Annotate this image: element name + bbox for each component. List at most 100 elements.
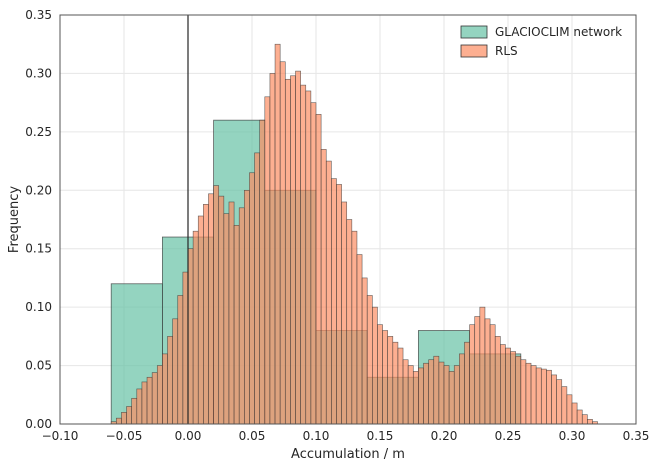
rls-bar (167, 336, 173, 425)
x-axis-ticks: −0.10 −0.05 0.00 0.05 0.10 0.15 0.20 0.25 0.30 0.… (42, 429, 650, 443)
rls-bar (372, 306, 378, 425)
rls-bar (479, 306, 486, 425)
x-tick-label: 0.10 (303, 429, 330, 443)
rls-bar (453, 365, 460, 425)
legend-label-glacioclim: GLACIOCLIM network (495, 25, 622, 39)
rls-bar (412, 371, 419, 425)
rls-bar (274, 43, 281, 425)
rls-bar (351, 230, 358, 425)
rls-bar (223, 213, 230, 425)
rls-bar (428, 359, 435, 425)
rls-bar (320, 149, 327, 425)
rls-bar (566, 394, 573, 425)
rls-bar (341, 201, 348, 425)
legend-swatch-glacioclim (460, 25, 488, 39)
rls-bar (305, 90, 312, 425)
rls-bar (300, 84, 307, 425)
x-tick-label: −0.05 (106, 429, 143, 443)
rls-bar (387, 336, 394, 425)
rls-bar (218, 195, 225, 425)
rls-bar (382, 330, 388, 425)
legend: GLACIOCLIM network RLS (460, 25, 622, 58)
rls-bar (346, 219, 353, 425)
rls-bar (474, 316, 481, 425)
rls-bar (443, 365, 450, 425)
rls-bar (331, 178, 337, 425)
x-tick-label: 0.20 (431, 429, 458, 443)
rls-bar (182, 271, 189, 425)
rls-bar (187, 248, 194, 425)
x-tick-label: 0.00 (175, 429, 202, 443)
plot-area (59, 14, 637, 425)
y-axis-label: Frequency (7, 186, 22, 253)
rls-bar (469, 324, 476, 425)
rls-bar (392, 341, 399, 425)
rls-bar (228, 201, 235, 425)
plot-frame (59, 14, 637, 425)
rls-bar (259, 119, 266, 425)
rls-bar (279, 61, 286, 425)
rls-bar (356, 254, 363, 425)
rls-bar (295, 70, 301, 425)
legend-label-rls: RLS (495, 44, 518, 58)
rls-bar (377, 324, 383, 425)
rls-bars (110, 43, 598, 425)
rls-bar (116, 417, 122, 425)
rls-bar (197, 215, 204, 425)
x-tick-label: −0.10 (42, 429, 79, 443)
x-tick-label: 0.35 (623, 429, 650, 443)
rls-bar (366, 295, 373, 425)
rls-bar (438, 361, 445, 425)
rls-bar (459, 353, 465, 425)
rls-bar (556, 379, 563, 425)
rls-bar (213, 185, 220, 425)
rls-bar (535, 367, 542, 425)
y-tick-label: 0.00 (25, 417, 52, 431)
rls-bar (162, 353, 168, 425)
rls-bar (361, 277, 368, 425)
rls-bar (121, 412, 127, 425)
rls-bar (244, 189, 250, 425)
rls-bar (177, 295, 184, 425)
rls-bar (208, 193, 214, 425)
rls-bar (418, 367, 424, 425)
y-tick-label: 0.15 (25, 242, 52, 256)
x-tick-label: 0.15 (367, 429, 394, 443)
rls-bar (336, 184, 342, 425)
rls-bar (146, 376, 153, 425)
rls-bar (505, 347, 511, 425)
rls-bar (571, 402, 578, 425)
rls-bar (407, 365, 414, 425)
y-tick-label: 0.20 (25, 183, 52, 197)
rls-bar (494, 336, 501, 425)
rls-bar (136, 388, 143, 425)
rls-bar (540, 368, 547, 425)
rls-bar (315, 114, 322, 425)
y-tick-label: 0.10 (25, 300, 52, 314)
rls-bar (520, 359, 527, 425)
rls-bar (561, 386, 568, 425)
rls-bar (489, 324, 496, 425)
rls-bar (290, 75, 296, 425)
rls-bar (141, 381, 148, 425)
rls-bar (269, 73, 276, 425)
rls-bar (325, 160, 332, 425)
rls-bar (448, 371, 455, 425)
y-tick-label: 0.05 (25, 359, 52, 373)
rls-bar (581, 414, 588, 425)
rls-bar (151, 372, 158, 425)
rls-bar (525, 362, 532, 425)
rls-bar (551, 374, 557, 425)
legend-swatch-rls (460, 44, 488, 58)
rls-bar (484, 318, 491, 425)
rls-bar (249, 172, 255, 425)
rls-bar (233, 225, 240, 425)
rls-bar (192, 230, 199, 425)
rls-bar (172, 318, 179, 425)
rls-bar (284, 78, 291, 425)
rls-bar (254, 152, 260, 425)
y-tick-label: 0.35 (25, 8, 52, 22)
rls-bar (433, 355, 440, 425)
x-tick-label: 0.05 (239, 429, 266, 443)
